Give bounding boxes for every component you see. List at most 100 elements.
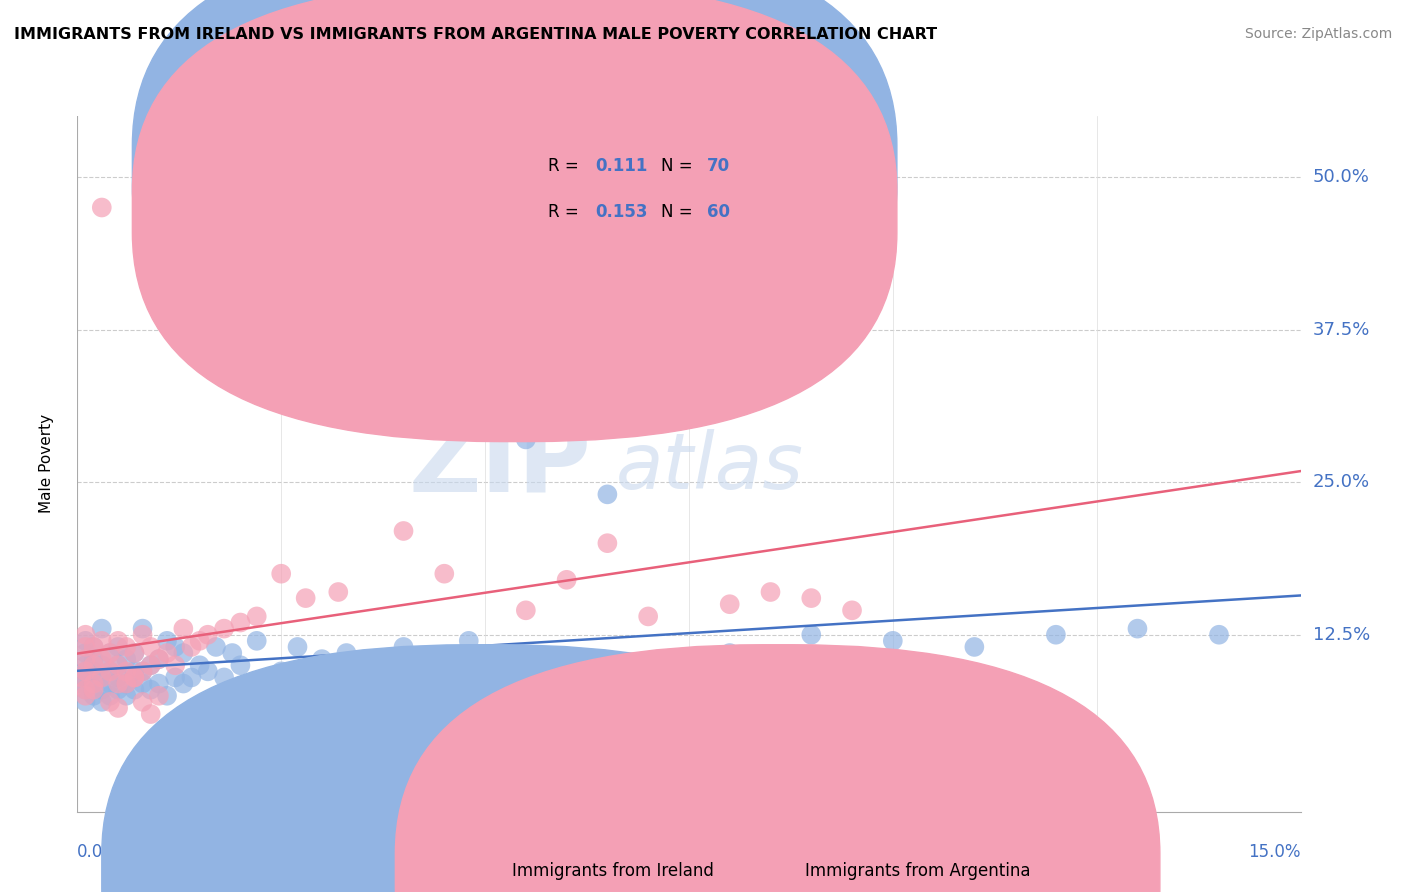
FancyBboxPatch shape xyxy=(132,0,897,442)
Point xyxy=(139,640,162,654)
Point xyxy=(75,689,97,703)
Text: 0.0%: 0.0% xyxy=(77,843,120,861)
Point xyxy=(131,665,153,679)
Point xyxy=(115,676,138,690)
Point xyxy=(98,665,121,679)
Point xyxy=(90,682,112,697)
Point xyxy=(75,665,97,679)
Point xyxy=(165,640,187,654)
Point xyxy=(246,633,269,648)
Point xyxy=(139,707,162,722)
Point xyxy=(90,658,112,673)
Point xyxy=(474,401,496,416)
Point xyxy=(90,201,112,215)
Text: Male Poverty: Male Poverty xyxy=(39,414,55,514)
Point xyxy=(124,665,146,679)
Point xyxy=(229,658,252,673)
Point xyxy=(294,591,316,606)
Point xyxy=(115,665,138,679)
Point xyxy=(124,646,146,660)
Point xyxy=(83,640,105,654)
Point xyxy=(800,628,823,642)
Point xyxy=(115,652,138,666)
Point xyxy=(75,682,97,697)
Point xyxy=(148,652,170,666)
Point xyxy=(107,676,129,690)
Point xyxy=(75,646,97,660)
Text: 25.0%: 25.0% xyxy=(1313,473,1369,491)
Point xyxy=(90,633,112,648)
Point xyxy=(107,633,129,648)
Point xyxy=(83,689,105,703)
Point xyxy=(718,597,741,611)
Point xyxy=(70,676,93,690)
Point xyxy=(637,609,659,624)
FancyBboxPatch shape xyxy=(101,645,866,892)
Point xyxy=(139,658,162,673)
Point xyxy=(124,682,146,697)
Point xyxy=(124,670,146,684)
Point xyxy=(75,658,97,673)
Point xyxy=(75,665,97,679)
Point xyxy=(139,682,162,697)
Point xyxy=(148,676,170,690)
Point xyxy=(98,665,121,679)
Point xyxy=(963,640,986,654)
Point xyxy=(246,609,269,624)
Point xyxy=(83,676,105,690)
Point xyxy=(75,670,97,684)
Point xyxy=(107,670,129,684)
Point xyxy=(212,622,235,636)
Text: Immigrants from Argentina: Immigrants from Argentina xyxy=(806,862,1031,880)
Point xyxy=(165,670,187,684)
Point xyxy=(83,682,105,697)
Point xyxy=(425,658,447,673)
Point xyxy=(718,646,741,660)
Point xyxy=(156,646,179,660)
Text: Source: ZipAtlas.com: Source: ZipAtlas.com xyxy=(1244,27,1392,41)
Point xyxy=(70,670,93,684)
Text: 50.0%: 50.0% xyxy=(1313,168,1369,186)
FancyBboxPatch shape xyxy=(132,0,897,396)
Point xyxy=(270,665,292,679)
Point xyxy=(148,689,170,703)
Point xyxy=(515,603,537,617)
Text: N =: N = xyxy=(661,157,697,175)
Point xyxy=(115,640,138,654)
Point xyxy=(1126,622,1149,636)
Point xyxy=(841,603,863,617)
Point xyxy=(90,652,112,666)
Point xyxy=(115,689,138,703)
Point xyxy=(98,676,121,690)
Point xyxy=(328,585,350,599)
Point xyxy=(90,670,112,684)
Point xyxy=(107,701,129,715)
Point xyxy=(392,640,415,654)
Point xyxy=(98,695,121,709)
Point xyxy=(515,433,537,447)
Point xyxy=(360,353,382,368)
Point xyxy=(83,658,105,673)
Point xyxy=(311,652,333,666)
Point xyxy=(172,676,194,690)
FancyBboxPatch shape xyxy=(468,130,824,248)
Point xyxy=(596,487,619,501)
Text: 70: 70 xyxy=(707,157,730,175)
Text: Immigrants from Ireland: Immigrants from Ireland xyxy=(512,862,713,880)
Text: R =: R = xyxy=(548,203,585,221)
Point xyxy=(83,676,105,690)
Point xyxy=(90,622,112,636)
Point xyxy=(75,633,97,648)
Point xyxy=(107,658,129,673)
Point xyxy=(131,665,153,679)
Point xyxy=(800,591,823,606)
Point xyxy=(98,646,121,660)
Point xyxy=(156,689,179,703)
Point xyxy=(107,682,129,697)
Point xyxy=(131,676,153,690)
Point xyxy=(287,640,309,654)
Point xyxy=(555,573,578,587)
Point xyxy=(148,652,170,666)
Point xyxy=(759,585,782,599)
Point xyxy=(75,652,97,666)
